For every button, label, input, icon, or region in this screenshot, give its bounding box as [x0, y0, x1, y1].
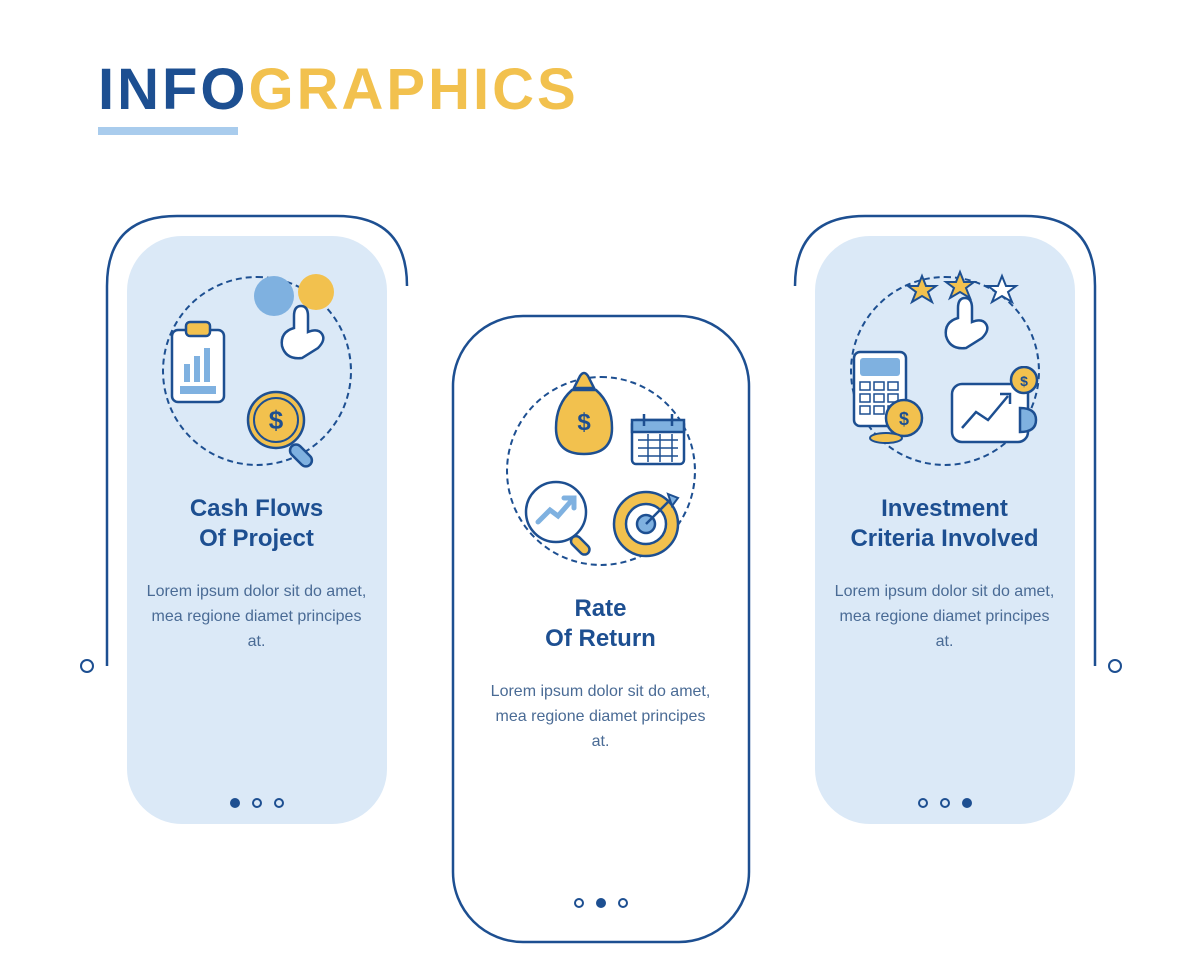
rating-hand-icon: [902, 264, 1032, 354]
card-title: Cash Flows Of Project: [190, 494, 323, 554]
dot: [230, 798, 240, 808]
calculator-coins-icon: $: [846, 346, 936, 446]
card-criteria: $ $ Investment Criteria Involved Lorem i…: [795, 216, 1095, 844]
header-title: INFOGRAPHICS: [98, 56, 579, 123]
wallet-growth-icon: $: [946, 366, 1042, 456]
magnify-dollar-icon: $: [240, 384, 330, 474]
header: INFOGRAPHICS: [98, 56, 579, 135]
svg-text:$: $: [1020, 373, 1028, 389]
card-title: Investment Criteria Involved: [850, 494, 1038, 554]
magnify-arrow-icon: [516, 476, 602, 562]
card-body: Lorem ipsum dolor sit do amet, mea regio…: [135, 580, 379, 798]
icon-zone: $: [162, 276, 352, 466]
card-content: $: [479, 356, 723, 908]
icon-zone: $: [506, 376, 696, 566]
header-part2: GRAPHICS: [249, 57, 579, 122]
money-bag-icon: $: [546, 370, 622, 460]
clipboard-chart-icon: [166, 320, 234, 410]
card-body: Lorem ipsum dolor sit do amet, mea regio…: [479, 680, 723, 898]
svg-text:$: $: [577, 409, 591, 436]
icon-zone: $ $: [850, 276, 1040, 466]
header-underline: [98, 127, 238, 135]
calendar-icon: [628, 412, 688, 468]
connector-dot-left: [80, 659, 94, 673]
target-icon: [610, 484, 690, 564]
dot: [574, 898, 584, 908]
connector-dot-right: [1108, 659, 1122, 673]
dot: [940, 798, 950, 808]
card-body: Lorem ipsum dolor sit do amet, mea regio…: [823, 580, 1067, 798]
svg-text:$: $: [268, 405, 283, 435]
pagination-dots: [918, 798, 972, 808]
pagination-dots: [230, 798, 284, 808]
dot: [918, 798, 928, 808]
card-content: $ Cash Flows Of Project Lorem ipsum dolo…: [135, 256, 379, 808]
dot: [596, 898, 606, 908]
dot: [618, 898, 628, 908]
card-content: $ $ Investment Criteria Involved Lorem i…: [823, 256, 1067, 808]
header-part1: INFO: [98, 57, 249, 122]
svg-text:$: $: [898, 409, 908, 429]
dot: [274, 798, 284, 808]
hand-touch-icon: [246, 272, 356, 362]
card-title: Rate Of Return: [545, 594, 656, 654]
dot: [962, 798, 972, 808]
cards-row: $ Cash Flows Of Project Lorem ipsum dolo…: [0, 216, 1201, 844]
card-cashflow: $ Cash Flows Of Project Lorem ipsum dolo…: [107, 216, 407, 844]
pagination-dots: [574, 898, 628, 908]
card-return: $: [451, 316, 751, 944]
dot: [252, 798, 262, 808]
